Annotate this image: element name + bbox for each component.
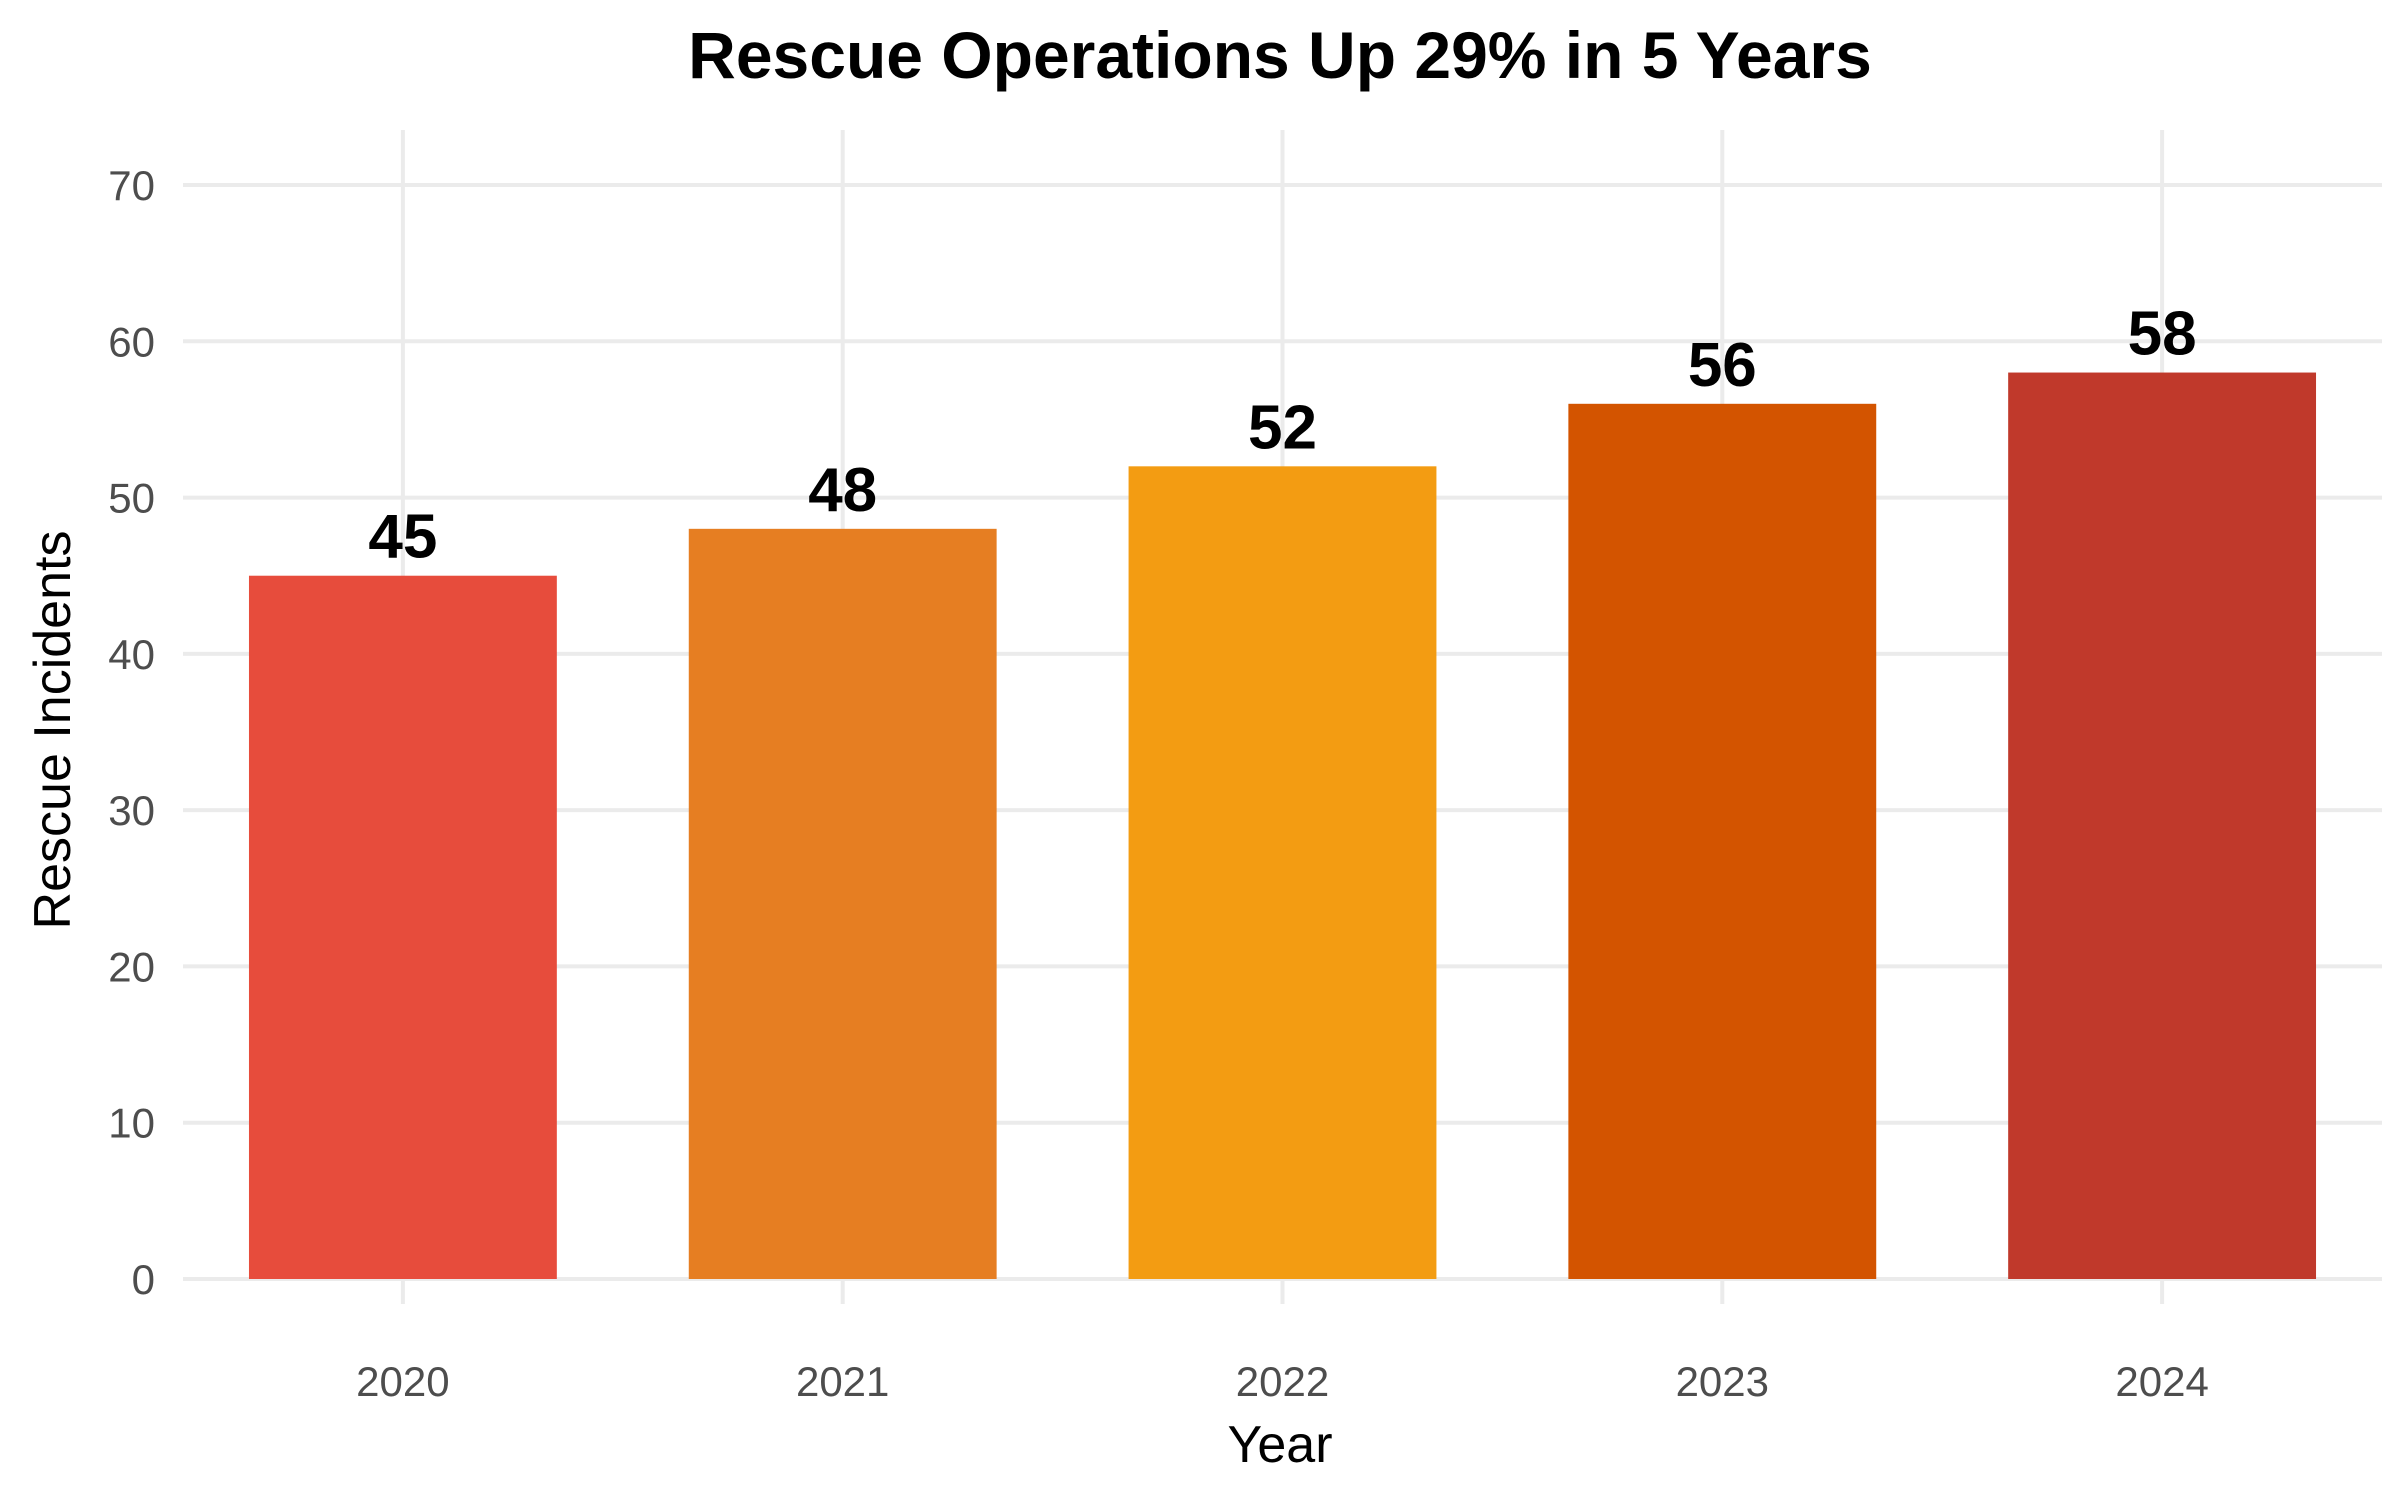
y-tick-label: 0 [132, 1256, 155, 1303]
bar-2023 [1568, 403, 1877, 1279]
data-label-2020: 45 [368, 503, 437, 572]
bar-2020 [248, 575, 557, 1279]
data-labels: 45 48 52 56 58 [368, 300, 2196, 572]
y-tick-label: 30 [108, 787, 155, 834]
y-axis-title: Rescue Incidents [24, 531, 82, 930]
y-tick-label: 20 [108, 943, 155, 990]
data-label-2021: 48 [808, 456, 877, 525]
x-tick-label: 2022 [1236, 1358, 1329, 1405]
y-tick-label: 50 [108, 475, 155, 522]
bar-2022 [1128, 466, 1437, 1279]
y-tick-label: 60 [108, 318, 155, 365]
x-axis-ticks: 2020 2021 2022 2023 2024 [356, 1358, 2209, 1405]
bar-2024 [2008, 372, 2317, 1279]
y-axis-ticks: 0 10 20 30 40 50 60 70 [108, 162, 155, 1303]
x-tick-label: 2023 [1676, 1358, 1769, 1405]
chart-title: Rescue Operations Up 29% in 5 Years [688, 18, 1872, 92]
data-label-2024: 58 [2128, 300, 2197, 369]
x-axis-title: Year [1227, 1416, 1332, 1474]
bar-2021 [688, 528, 997, 1279]
y-tick-label: 40 [108, 631, 155, 678]
y-tick-label: 70 [108, 162, 155, 209]
data-label-2022: 52 [1248, 393, 1317, 462]
data-label-2023: 56 [1688, 331, 1757, 400]
x-tick-label: 2024 [2115, 1358, 2208, 1405]
y-tick-label: 10 [108, 1100, 155, 1147]
x-tick-label: 2021 [796, 1358, 889, 1405]
bars [248, 372, 2317, 1279]
x-tick-label: 2020 [356, 1358, 449, 1405]
